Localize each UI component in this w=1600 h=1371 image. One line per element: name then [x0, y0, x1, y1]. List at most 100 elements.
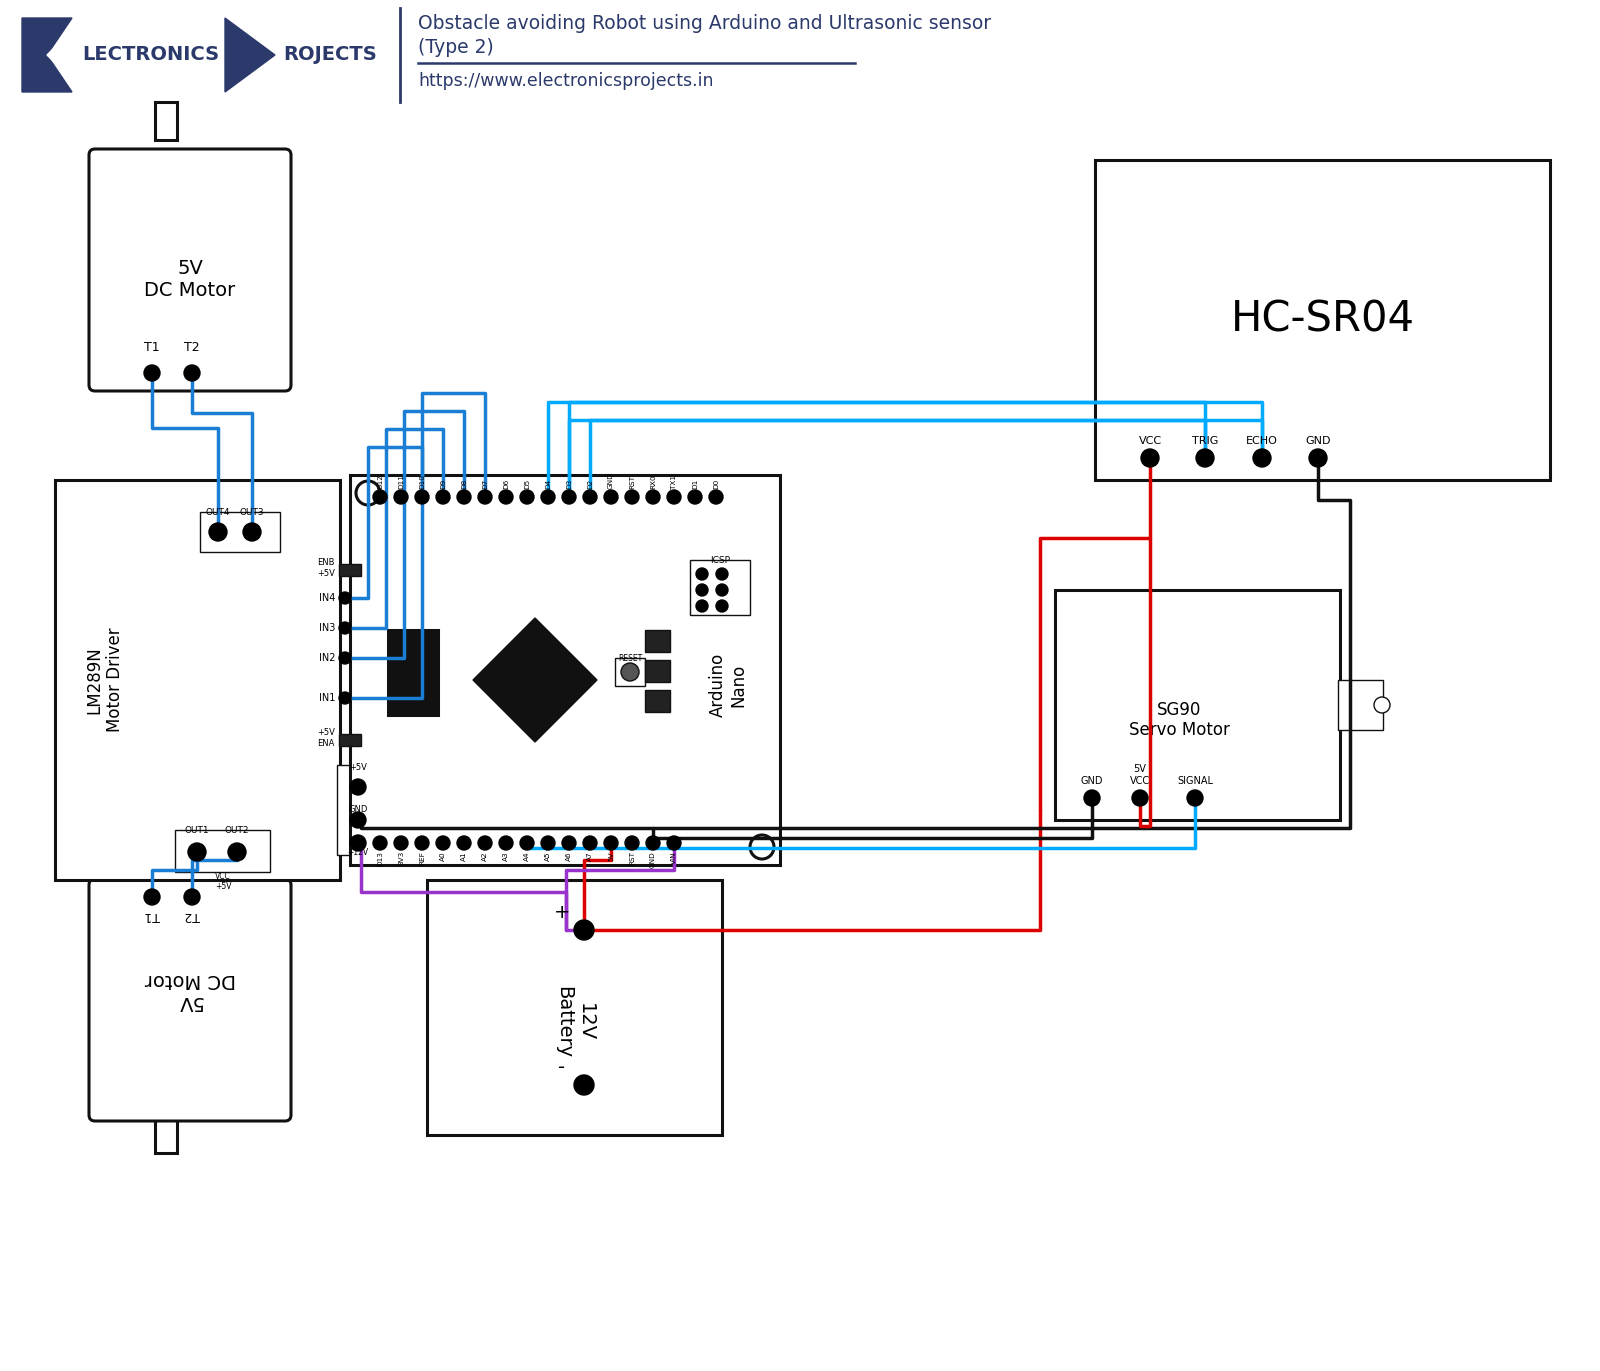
Text: TRIG: TRIG — [1192, 436, 1218, 446]
Text: ENB
+5V: ENB +5V — [317, 558, 334, 577]
Text: D10: D10 — [419, 474, 426, 489]
Circle shape — [667, 836, 682, 850]
Polygon shape — [22, 18, 72, 92]
Bar — [645, 690, 670, 712]
Text: 3V3: 3V3 — [398, 851, 403, 865]
Text: D6: D6 — [502, 478, 509, 489]
Circle shape — [1253, 448, 1270, 468]
Circle shape — [646, 489, 661, 505]
Text: GND: GND — [608, 472, 614, 489]
Circle shape — [1085, 790, 1101, 806]
Circle shape — [189, 843, 206, 861]
Bar — [339, 563, 362, 576]
Text: A7: A7 — [587, 851, 594, 861]
Text: A2: A2 — [482, 851, 488, 861]
Text: +5V
ENA: +5V ENA — [317, 728, 334, 747]
Circle shape — [688, 489, 702, 505]
Text: 5V: 5V — [608, 851, 614, 861]
Bar — [338, 765, 379, 856]
Bar — [174, 829, 270, 872]
Text: OUT1: OUT1 — [184, 825, 210, 835]
Circle shape — [541, 836, 555, 850]
Text: D4: D4 — [546, 478, 550, 489]
Text: A6: A6 — [566, 851, 573, 861]
Circle shape — [1197, 448, 1214, 468]
Text: VCC: VCC — [1139, 436, 1162, 446]
Text: 12V
Battery: 12V Battery — [554, 987, 595, 1058]
Text: 5V
DC Motor: 5V DC Motor — [144, 969, 235, 1010]
Text: T1: T1 — [144, 341, 160, 354]
Text: -: - — [558, 1058, 565, 1078]
Text: Arduino
Nano: Arduino Nano — [709, 653, 747, 717]
FancyBboxPatch shape — [90, 149, 291, 391]
Circle shape — [626, 836, 638, 850]
Text: T2: T2 — [184, 909, 200, 923]
FancyBboxPatch shape — [90, 879, 291, 1121]
Circle shape — [373, 489, 387, 505]
Text: GND: GND — [1306, 436, 1331, 446]
Circle shape — [144, 365, 160, 381]
Text: A5: A5 — [546, 851, 550, 861]
Bar — [1054, 590, 1341, 820]
Text: GND: GND — [1080, 776, 1104, 786]
Circle shape — [696, 600, 707, 611]
Circle shape — [1141, 448, 1158, 468]
Circle shape — [499, 489, 514, 505]
Circle shape — [478, 489, 493, 505]
Circle shape — [574, 1075, 594, 1095]
Text: RESET: RESET — [618, 654, 642, 664]
Circle shape — [605, 836, 618, 850]
Circle shape — [435, 489, 450, 505]
Polygon shape — [474, 618, 597, 742]
Text: TX1: TX1 — [670, 474, 677, 489]
Text: D3: D3 — [566, 478, 573, 489]
Text: D11: D11 — [398, 474, 403, 489]
Text: ROJECTS: ROJECTS — [283, 45, 376, 64]
Circle shape — [717, 568, 728, 580]
Text: D2: D2 — [587, 478, 594, 489]
Bar — [54, 480, 339, 880]
Text: RX0: RX0 — [650, 474, 656, 489]
Text: +5V: +5V — [349, 764, 366, 772]
Text: GND: GND — [650, 851, 656, 868]
Polygon shape — [46, 30, 72, 80]
Bar — [155, 1115, 178, 1153]
Text: D1: D1 — [691, 478, 698, 489]
Circle shape — [339, 653, 350, 664]
Circle shape — [1309, 448, 1326, 468]
Circle shape — [750, 835, 774, 860]
Text: RST: RST — [629, 474, 635, 489]
Circle shape — [574, 920, 594, 941]
Circle shape — [355, 481, 381, 505]
Text: A4: A4 — [525, 851, 530, 861]
Circle shape — [414, 836, 429, 850]
Text: IN2: IN2 — [318, 653, 334, 664]
Circle shape — [562, 836, 576, 850]
Circle shape — [229, 843, 246, 861]
Text: D7: D7 — [482, 478, 488, 489]
Text: (Type 2): (Type 2) — [418, 38, 494, 58]
Text: IN1: IN1 — [318, 692, 334, 703]
Circle shape — [541, 489, 555, 505]
Circle shape — [1374, 696, 1390, 713]
Text: SG90
Servo Motor: SG90 Servo Motor — [1130, 701, 1230, 739]
Circle shape — [339, 622, 350, 633]
Text: OUT2: OUT2 — [224, 825, 250, 835]
Text: IN4: IN4 — [318, 594, 334, 603]
Circle shape — [646, 836, 661, 850]
Circle shape — [478, 836, 493, 850]
Circle shape — [210, 522, 227, 542]
Circle shape — [1133, 790, 1149, 806]
Circle shape — [696, 584, 707, 596]
Bar — [155, 101, 178, 140]
Bar — [614, 658, 645, 686]
Circle shape — [184, 365, 200, 381]
Circle shape — [582, 836, 597, 850]
Text: VCC
+5V: VCC +5V — [214, 872, 232, 891]
Circle shape — [696, 568, 707, 580]
Circle shape — [499, 836, 514, 850]
Text: REF: REF — [419, 851, 426, 865]
Circle shape — [339, 592, 350, 605]
Polygon shape — [226, 18, 275, 92]
Text: IN3: IN3 — [318, 622, 334, 633]
